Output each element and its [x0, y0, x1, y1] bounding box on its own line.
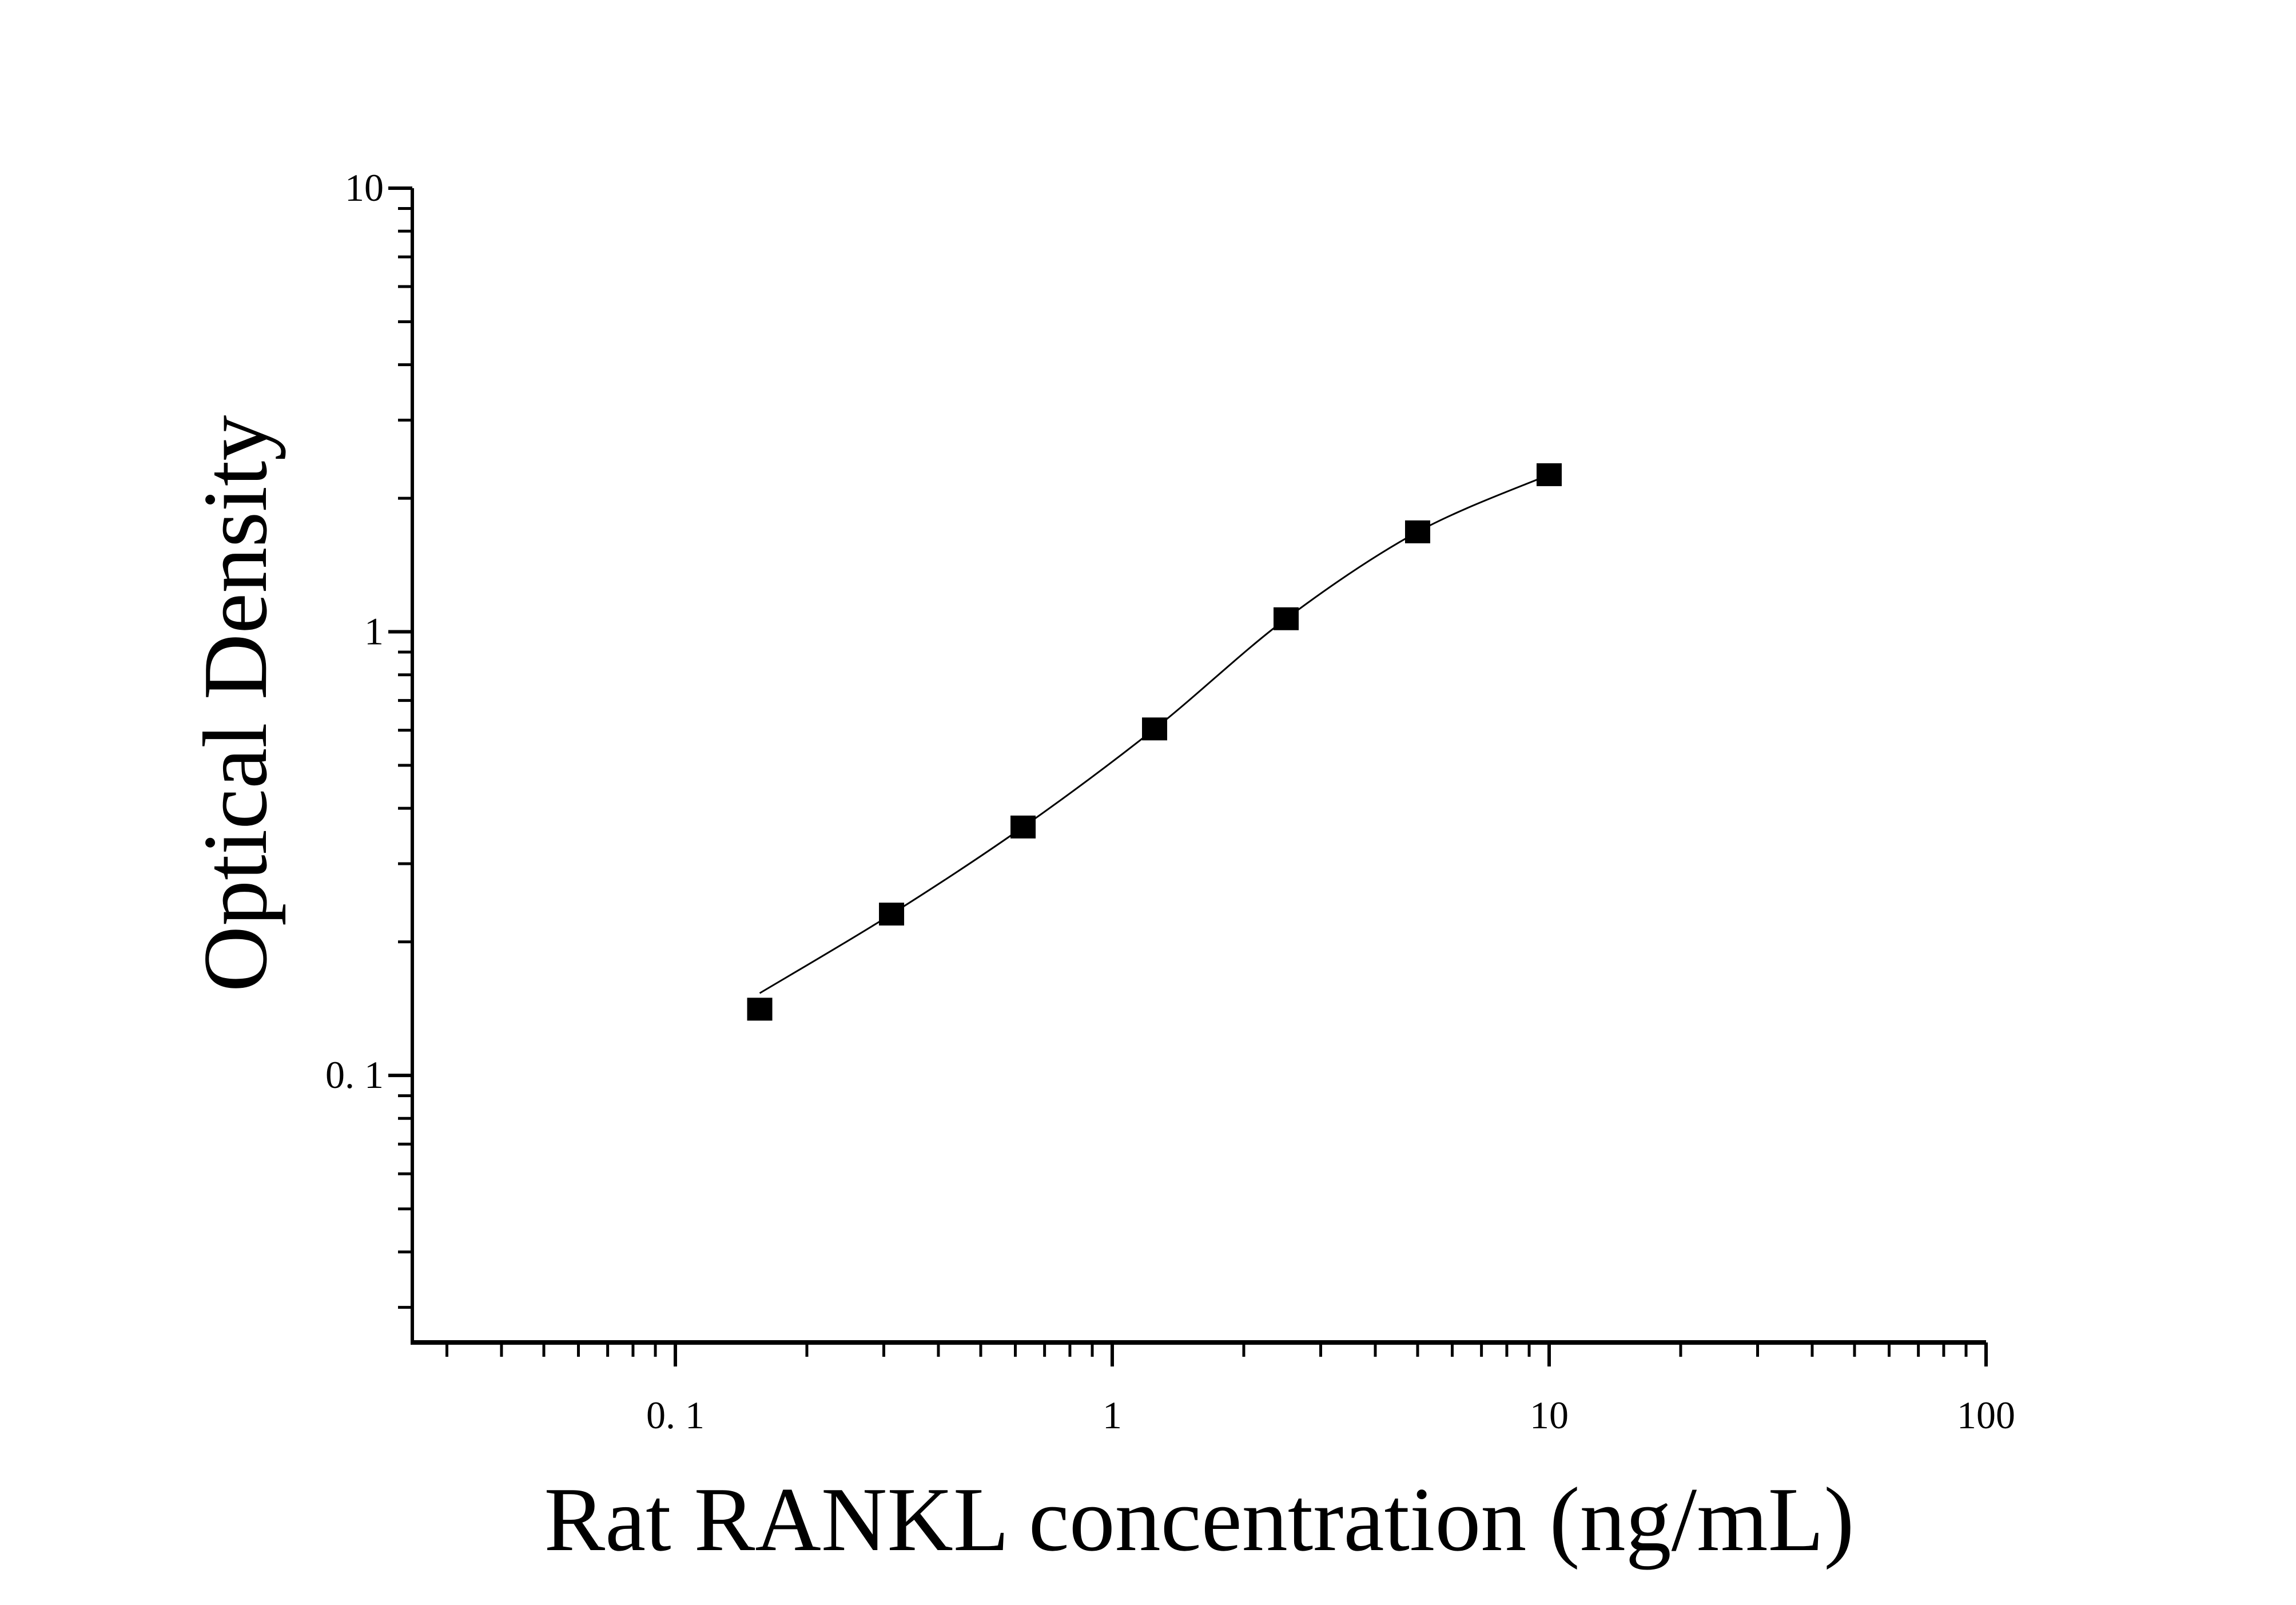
x-tick-label: 0. 1	[646, 1393, 705, 1437]
x-tick-label: 1	[1103, 1393, 1122, 1437]
data-point	[1405, 520, 1431, 543]
data-point	[1142, 717, 1168, 741]
axes: 0. 1 1 10 100 0. 1 1 10	[325, 166, 2015, 1437]
data-point	[1010, 815, 1036, 839]
x-axis-title: Rat RANKL concentration (ng/mL)	[544, 1468, 1854, 1570]
y-tick-label: 10	[345, 166, 384, 209]
x-tick-label: 10	[1530, 1393, 1569, 1437]
data-point	[747, 998, 773, 1021]
data-point	[879, 903, 905, 926]
data-point	[1274, 607, 1299, 630]
y-tick-label: 0. 1	[325, 1053, 384, 1097]
x-tick-label: 100	[1957, 1393, 2015, 1437]
data-points	[747, 463, 1562, 1021]
y-tick-label: 1	[364, 610, 384, 653]
y-axis-title: Optical Density	[184, 415, 286, 992]
data-point	[1536, 463, 1562, 486]
